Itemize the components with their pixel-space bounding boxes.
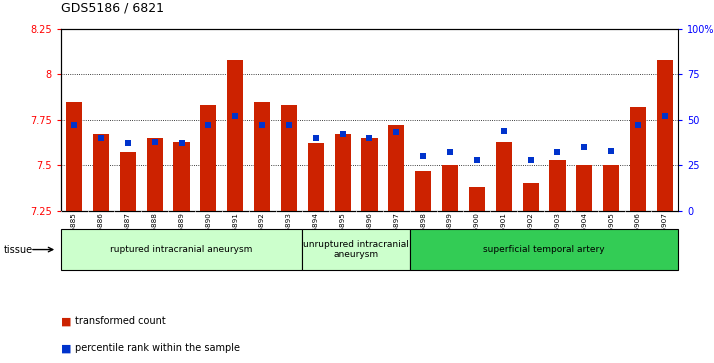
Text: percentile rank within the sample: percentile rank within the sample [75,343,240,354]
Bar [388,125,404,211]
Bar [335,134,351,211]
Bar [254,102,270,211]
Bar [523,183,538,211]
Bar [496,142,512,211]
Bar [61,229,302,270]
Bar [415,171,431,211]
Bar [603,165,619,211]
Text: transformed count: transformed count [75,316,166,326]
Bar [66,102,82,211]
Bar [576,165,593,211]
Bar [93,134,109,211]
Bar [281,105,297,211]
Bar [227,60,243,211]
Text: superficial temporal artery: superficial temporal artery [483,245,605,254]
Bar [361,138,378,211]
Text: GDS5186 / 6821: GDS5186 / 6821 [61,1,164,15]
Bar [146,138,163,211]
Bar [302,229,410,270]
Bar [549,160,565,211]
Bar [120,152,136,211]
Bar [308,143,324,211]
Bar [630,107,646,211]
Text: ruptured intracranial aneurysm: ruptured intracranial aneurysm [111,245,253,254]
Bar [657,60,673,211]
Bar [442,165,458,211]
Bar [410,229,678,270]
Bar [469,187,485,211]
Text: unruptured intracranial
aneurysm: unruptured intracranial aneurysm [303,240,409,259]
Text: tissue: tissue [4,245,33,254]
Bar [174,142,190,211]
Bar [201,105,216,211]
Text: ■: ■ [61,343,71,354]
Text: ■: ■ [61,316,71,326]
